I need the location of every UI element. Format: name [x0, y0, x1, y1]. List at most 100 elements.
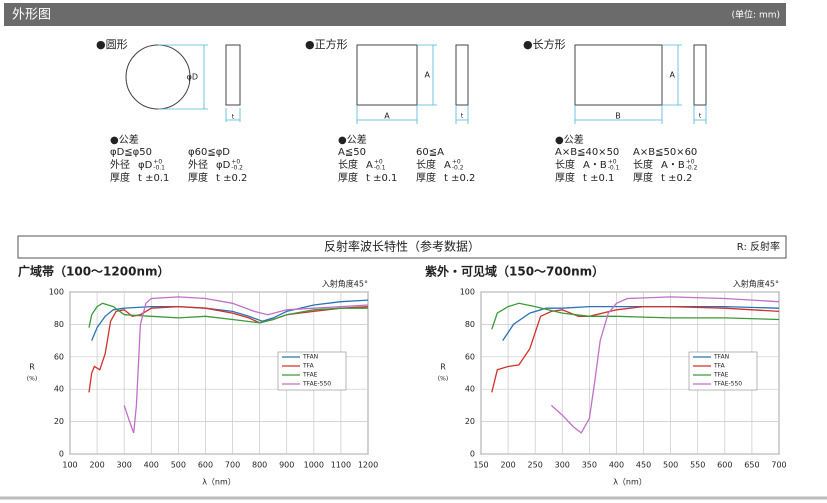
tolerance-condition: φD≦φ50 — [110, 147, 152, 158]
x-tick-label: 150 — [473, 461, 488, 470]
tolerance-label: 外径 — [110, 158, 130, 171]
tolerance-value: t ±0.1 — [366, 173, 397, 184]
side-view — [225, 44, 241, 106]
x-tick-label: 400 — [609, 461, 624, 470]
tolerance-condition: A×B≦50×60 — [633, 147, 697, 158]
data-line — [88, 302, 368, 328]
tolerance-upper: +0 — [452, 159, 461, 166]
dimension-lines — [356, 44, 469, 124]
x-tick-label: 1200 — [358, 461, 378, 470]
tolerance-label: 长度 — [338, 158, 358, 171]
y-axis-unit: (%) — [27, 376, 37, 383]
tolerance-label: 长度 — [555, 158, 575, 171]
tolerance-lower: -0.1 — [608, 165, 620, 172]
x-tick-label: 700 — [771, 461, 786, 470]
tolerance-label: 厚度 — [555, 171, 575, 184]
tolerance-lower: -0.2 — [452, 165, 464, 172]
chart-title: 广域帯（100〜1200nm） — [18, 264, 170, 279]
side-view — [455, 44, 469, 106]
header-title: 外形图 — [12, 8, 51, 23]
dimension-lines — [574, 44, 707, 124]
section-note: R: 反射率 — [737, 240, 780, 253]
shape-title: ●圆形 — [96, 38, 128, 51]
x-tick-label: 350 — [582, 461, 597, 470]
tolerance-lower: -0.1 — [374, 165, 386, 172]
tolerance-value: t ±0.1 — [138, 173, 169, 184]
tolerance-lower: -0.2 — [686, 165, 698, 172]
tolerance-label: 厚度 — [416, 171, 436, 184]
legend-label: TFAN — [302, 354, 318, 361]
tolerance-label: 厚度 — [188, 171, 208, 184]
tolerance-condition: φ60≦φD — [188, 147, 230, 158]
data-line — [550, 296, 780, 434]
tolerance-upper: +0 — [231, 159, 240, 166]
tolerance-value: A・B — [583, 160, 607, 171]
legend-label: TFAE — [302, 372, 318, 379]
y-tick-label: 40 — [465, 385, 475, 394]
tolerance-value: φD — [216, 160, 231, 171]
x-tick-label: 650 — [744, 461, 759, 470]
circle-shape — [125, 44, 191, 110]
tolerance-value: φD — [138, 160, 153, 171]
y-axis-label: R — [29, 363, 35, 372]
dim-label: A — [425, 71, 431, 80]
x-tick-label: 800 — [252, 461, 267, 470]
tolerance-label: 厚度 — [633, 171, 653, 184]
shape-title: ●长方形 — [523, 37, 566, 51]
dimension-lines — [158, 44, 241, 122]
tolerance-value: A — [444, 160, 451, 171]
x-tick-label: 300 — [555, 461, 570, 470]
x-tick-label: 600 — [198, 461, 213, 470]
y-tick-label: 20 — [54, 417, 64, 426]
x-tick-label: 400 — [144, 461, 159, 470]
tolerance-upper: +0 — [153, 159, 162, 166]
x-tick-label: 700 — [225, 461, 240, 470]
tolerance-label: 厚度 — [110, 171, 130, 184]
x-tick-label: 600 — [717, 461, 732, 470]
y-tick-label: 80 — [465, 320, 475, 329]
tolerance-upper: +0 — [374, 159, 383, 166]
x-tick-label: 250 — [528, 461, 543, 470]
data-line — [491, 305, 780, 393]
tolerance-value: t ±0.2 — [661, 173, 692, 184]
section-bar — [17, 235, 787, 259]
legend-label: TFAE-550 — [302, 381, 331, 388]
header-unit: (单位: mm) — [732, 9, 780, 21]
x-tick-label: 550 — [690, 461, 705, 470]
y-tick-label: 20 — [465, 417, 475, 426]
tolerance-value: t ±0.2 — [444, 173, 475, 184]
chart-annotation: 入射角度45° — [733, 279, 779, 289]
tolerance-value: A・B — [661, 160, 685, 171]
x-tick-label: 900 — [279, 461, 294, 470]
tolerance-lower: -0.2 — [231, 165, 243, 172]
side-view — [693, 44, 707, 106]
y-tick-label: 80 — [54, 320, 64, 329]
tolerance-title: ●公差 — [338, 133, 367, 146]
x-tick-label: 500 — [171, 461, 186, 470]
dim-label: A — [670, 71, 676, 80]
y-tick-label: 40 — [54, 385, 64, 394]
square-shape — [356, 44, 418, 106]
x-tick-label: 200 — [500, 461, 515, 470]
dim-label: t — [461, 113, 464, 120]
x-tick-label: 100 — [62, 461, 77, 470]
tolerance-upper: +0 — [608, 159, 617, 166]
tolerance-lower: -0.1 — [153, 165, 165, 172]
x-axis-label: λ（nm） — [202, 478, 236, 487]
x-tick-label: 1100 — [331, 461, 351, 470]
section-title: 反射率波长特性（参考数据） — [324, 239, 480, 254]
data-line — [91, 299, 369, 341]
legend-label: TFA — [302, 363, 315, 370]
legend-label: TFAE-550 — [713, 381, 742, 388]
y-tick-label: 0 — [59, 450, 64, 459]
y-tick-label: 60 — [465, 352, 475, 361]
y-axis-label: R — [440, 363, 446, 372]
dim-label: t — [232, 114, 235, 121]
dim-label: φD — [187, 73, 198, 82]
data-line — [502, 305, 780, 341]
tolerance-label: 外径 — [188, 158, 208, 171]
tolerance-value: A — [366, 160, 373, 171]
header-bar — [4, 3, 786, 26]
data-line — [491, 302, 780, 330]
